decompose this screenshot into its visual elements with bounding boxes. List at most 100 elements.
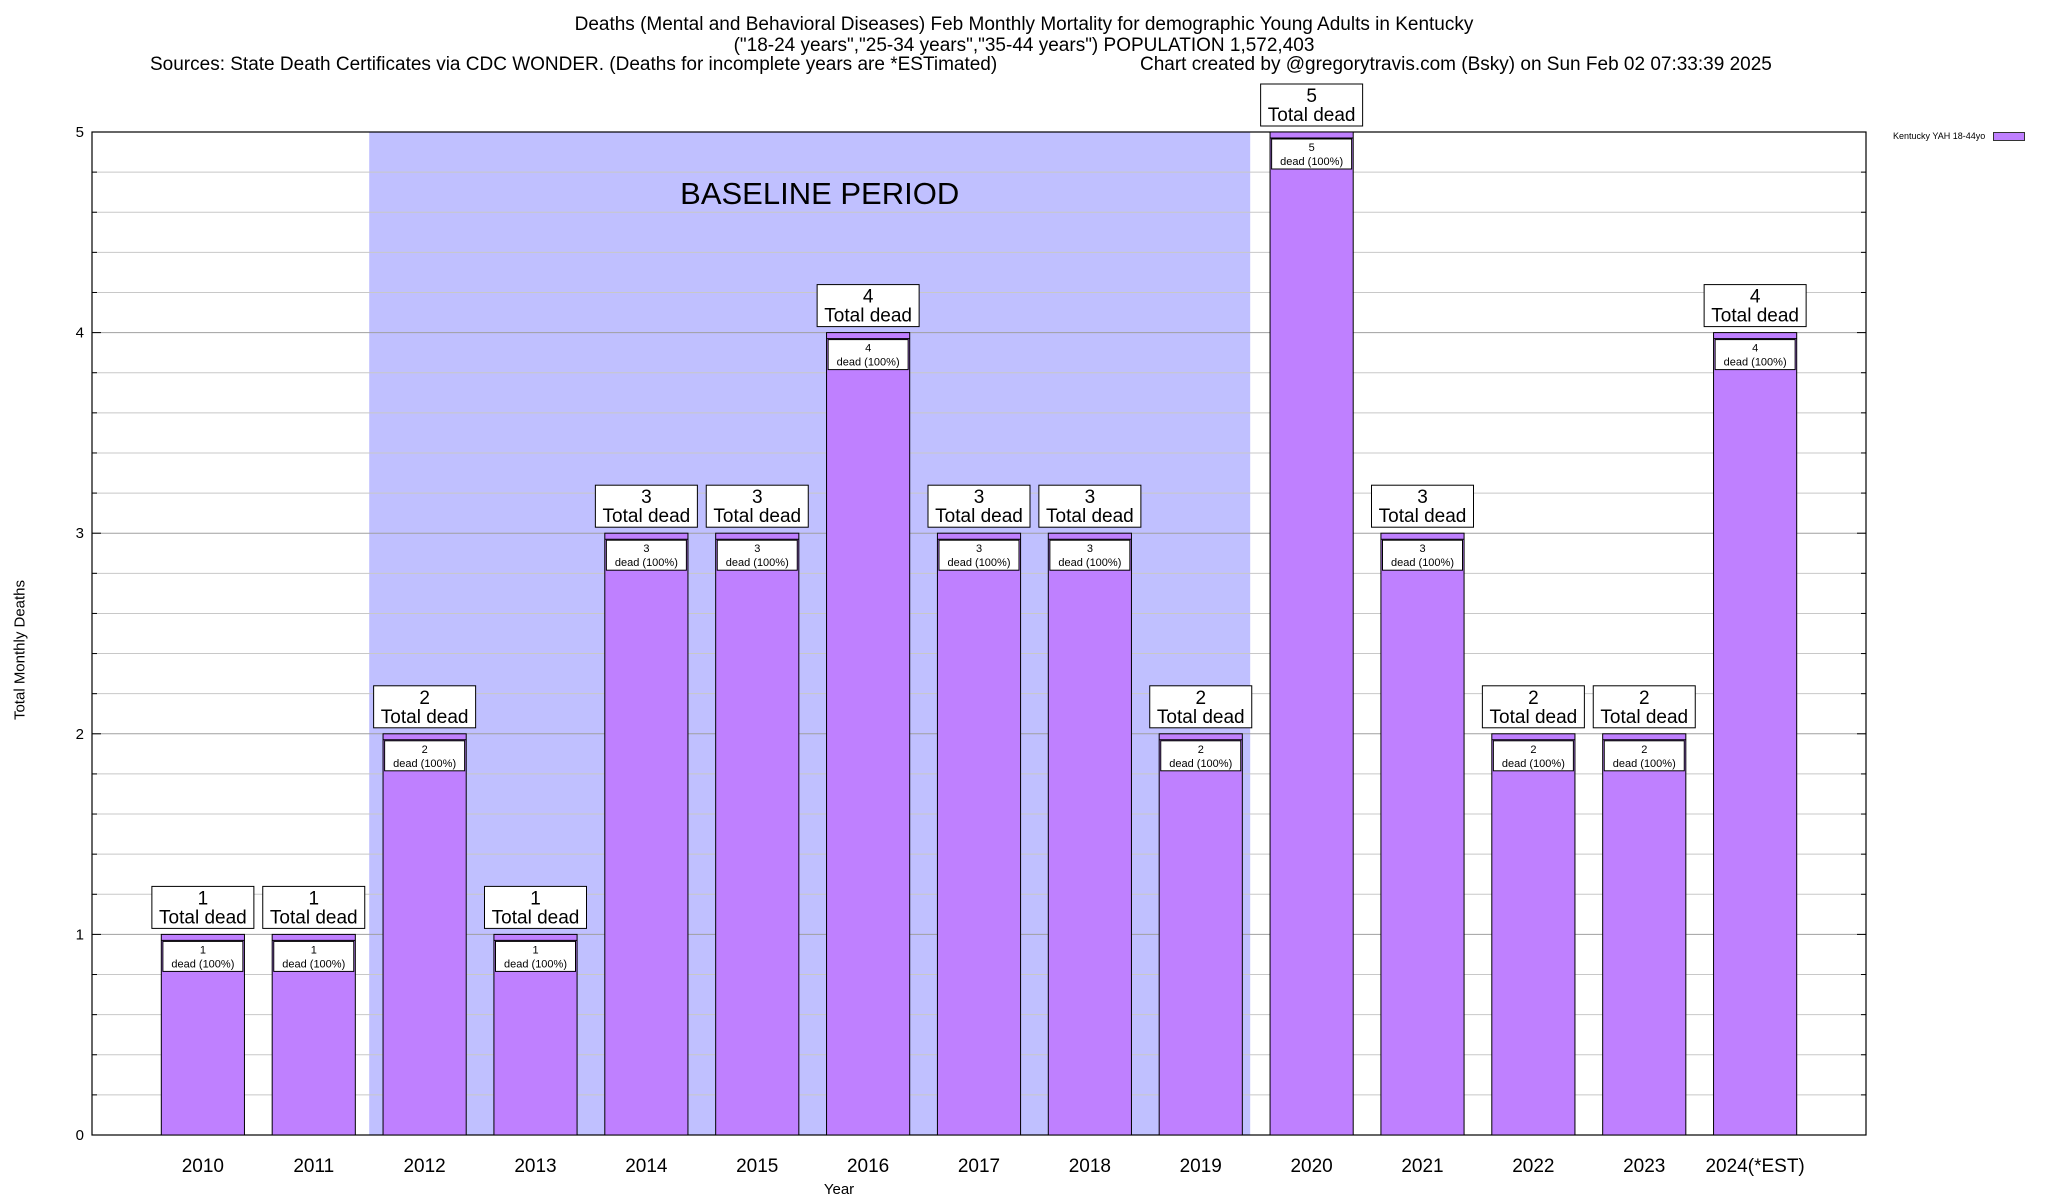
chart-title-block: Deaths (Mental and Behavioral Diseases) … [0, 14, 2048, 56]
bar-2016 [826, 332, 911, 1136]
inner-label-text: dead (100%) [1502, 758, 1565, 770]
inner-label-box [1492, 740, 1574, 772]
inner-label-value: 2 [1641, 744, 1647, 756]
total-label-value: 2 [1528, 688, 1539, 709]
inner-label-text: dead (100%) [1613, 758, 1676, 770]
inner-label-box [273, 940, 355, 972]
total-label-value: 1 [308, 888, 319, 909]
inner-label-text: dead (100%) [1724, 357, 1787, 369]
inner-label-text: dead (100%) [726, 557, 789, 569]
total-label-box [927, 484, 1031, 528]
total-label-value: 1 [530, 888, 541, 909]
total-label-box [373, 685, 477, 729]
total-label-value: 5 [1306, 86, 1317, 107]
inner-label-box [162, 940, 244, 972]
inner-label-text: dead (100%) [393, 758, 456, 770]
total-label-box [1592, 685, 1696, 729]
x-tick-label: 2018 [1069, 1156, 1111, 1177]
x-tick-label: 2022 [1512, 1156, 1554, 1177]
y-tick-label: 5 [76, 124, 84, 141]
inner-label-box [1160, 740, 1242, 772]
inner-label-value: 4 [1752, 343, 1758, 355]
total-label-text: Total dead [713, 506, 801, 527]
bar-2017 [936, 532, 1022, 1136]
total-label-box [1371, 484, 1474, 528]
inner-label-box [716, 539, 798, 571]
total-label-value: 1 [198, 888, 209, 909]
bar-2014 [604, 532, 689, 1136]
inner-label-value: 1 [311, 944, 317, 956]
sources-note: Sources: State Death Certificates via CD… [150, 54, 998, 75]
inner-label-text: dead (100%) [171, 958, 234, 970]
bar-2015 [715, 532, 800, 1136]
bar-2024(*EST) [1713, 332, 1798, 1136]
inner-label-value: 2 [422, 744, 428, 756]
y-tick-label: 4 [76, 325, 84, 342]
total-label-value: 2 [419, 688, 430, 709]
inner-label-text: dead (100%) [1058, 557, 1121, 569]
inner-label-box [1271, 138, 1353, 170]
total-label-box [262, 885, 366, 929]
inner-label-value: 1 [200, 944, 206, 956]
total-label-box [1481, 685, 1585, 729]
x-tick-label: 2023 [1623, 1156, 1665, 1177]
y-axis-label: Total Monthly Deaths [11, 579, 29, 721]
bar-2019 [1158, 733, 1243, 1136]
bar-2021 [1380, 532, 1465, 1136]
total-label-box [1038, 484, 1142, 528]
total-label-text: Total dead [1711, 306, 1799, 327]
chart-title: Deaths (Mental and Behavioral Diseases) … [574, 14, 1474, 35]
baseline-period-label: BASELINE PERIOD [680, 176, 959, 211]
total-label-text: Total dead [1379, 506, 1467, 527]
total-label-box [484, 885, 587, 929]
total-label-box [816, 284, 920, 328]
inner-label-value: 3 [754, 543, 760, 555]
legend-label: Kentucky YAH 18-44yo [1893, 131, 1986, 141]
inner-label-text: dead (100%) [282, 958, 345, 970]
total-label-value: 3 [1085, 487, 1096, 508]
bar-2012 [382, 733, 467, 1136]
legend-swatch [1993, 131, 2026, 141]
x-tick-label: 2014 [625, 1156, 668, 1177]
inner-label-text: dead (100%) [1280, 156, 1343, 168]
x-tick-label: 2024(*EST) [1705, 1156, 1804, 1177]
total-label-value: 2 [1195, 688, 1206, 709]
inner-label-box [1714, 339, 1796, 371]
y-tick-label: 1 [76, 926, 84, 943]
total-label-box [594, 484, 698, 528]
total-label-value: 3 [1417, 487, 1428, 508]
inner-label-box [827, 339, 909, 371]
inner-label-text: dead (100%) [837, 357, 900, 369]
inner-label-text: dead (100%) [948, 557, 1011, 569]
x-tick-label: 2015 [736, 1156, 778, 1177]
total-label-value: 3 [641, 487, 652, 508]
x-tick-label: 2017 [958, 1156, 1000, 1177]
bar-2018 [1047, 532, 1132, 1136]
total-label-value: 3 [974, 487, 985, 508]
total-label-box [151, 885, 255, 929]
inner-label-value: 3 [643, 543, 649, 555]
total-label-text: Total dead [935, 506, 1023, 527]
total-label-text: Total dead [603, 506, 691, 527]
total-label-text: Total dead [1157, 707, 1245, 728]
inner-label-value: 5 [1309, 142, 1315, 154]
y-tick-label: 0 [76, 1127, 84, 1144]
x-tick-label: 2010 [182, 1156, 224, 1177]
y-tick-label: 2 [76, 726, 84, 743]
total-label-value: 4 [863, 287, 874, 308]
total-label-text: Total dead [1268, 105, 1356, 126]
inner-label-value: 3 [1419, 543, 1425, 555]
inner-label-box [1603, 740, 1685, 772]
total-label-text: Total dead [270, 907, 358, 928]
x-tick-label: 2013 [514, 1156, 556, 1177]
total-label-box [1703, 284, 1807, 328]
x-tick-label: 2012 [403, 1156, 445, 1177]
total-label-box [1260, 83, 1364, 127]
inner-label-box [495, 940, 576, 972]
inner-label-box [1049, 539, 1131, 571]
total-label-box [705, 484, 809, 528]
inner-label-value: 1 [532, 944, 538, 956]
total-label-text: Total dead [1046, 506, 1134, 527]
total-label-text: Total dead [159, 907, 247, 928]
